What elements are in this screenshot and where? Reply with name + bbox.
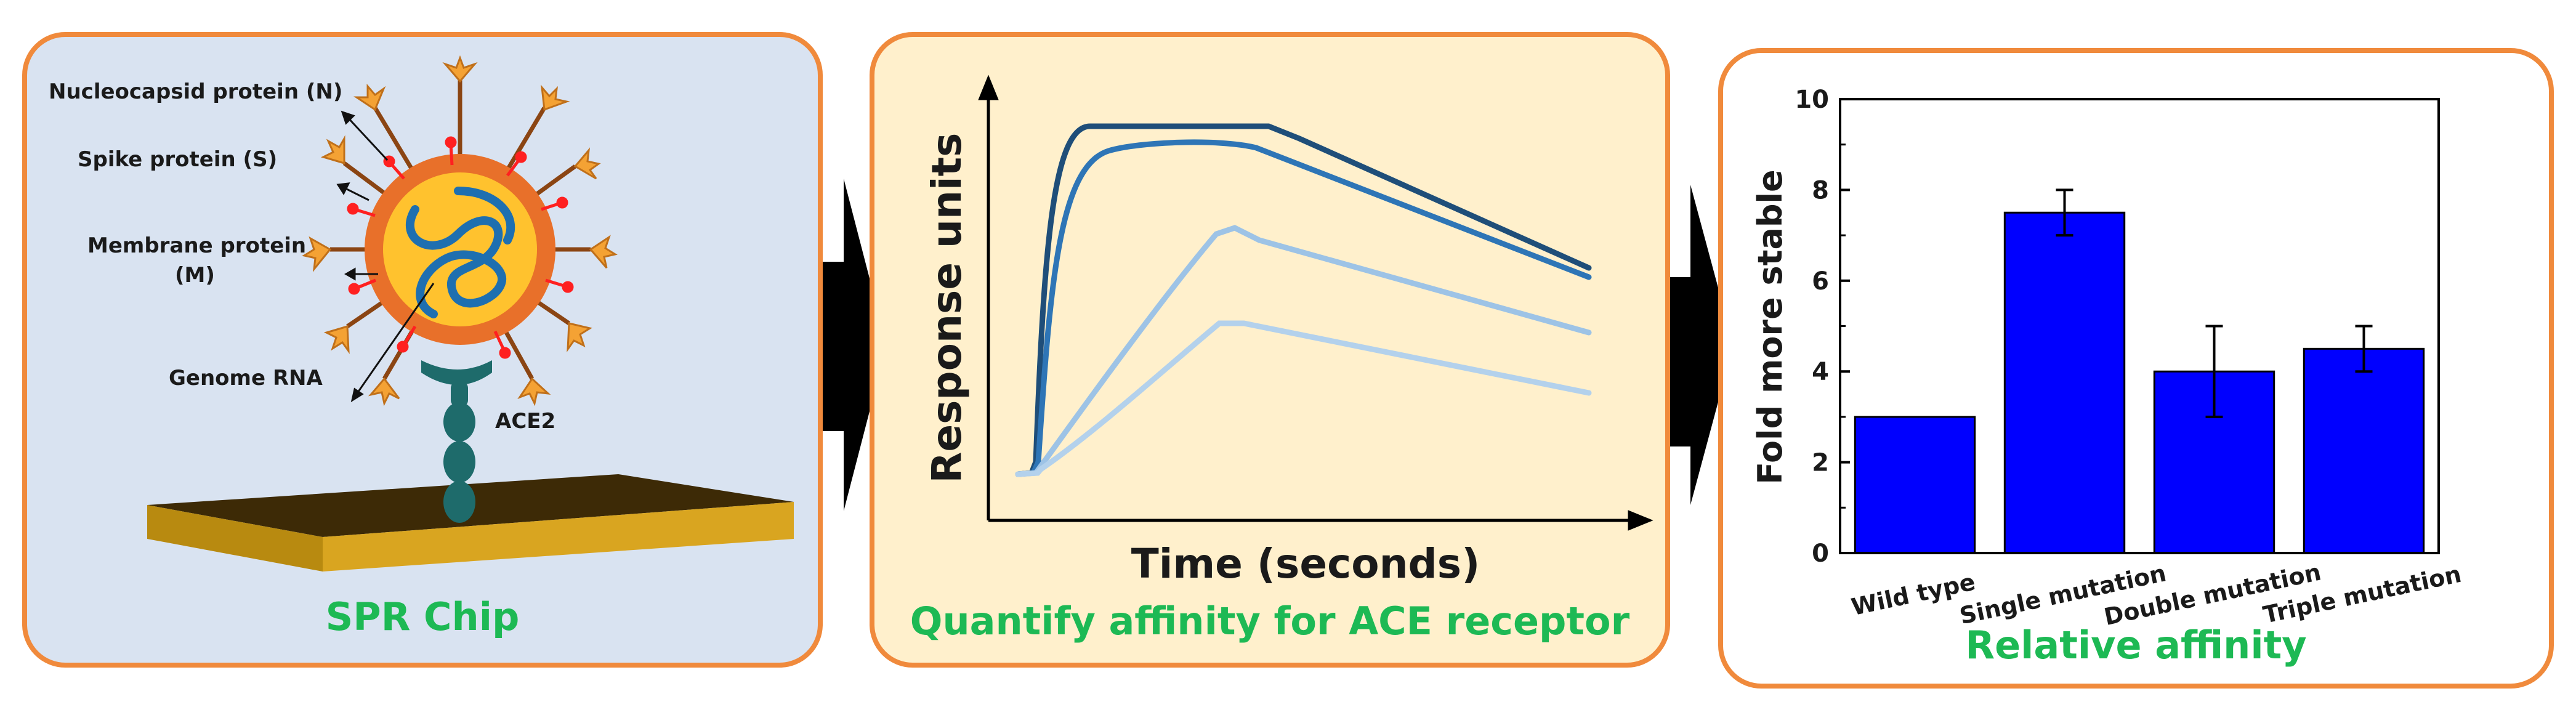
bar-3 xyxy=(2303,347,2425,554)
virus-icon xyxy=(302,55,618,406)
y-tick-label-0: 0 xyxy=(1812,539,1829,568)
panel3-caption: Relative affinity xyxy=(1965,623,2307,668)
sensorgram-curve-3 xyxy=(1015,225,1592,477)
error-bar-3 xyxy=(2355,325,2373,373)
ace2-receptor xyxy=(421,360,492,523)
spr-chip-panel: Nucleocapsid protein (N) Spike protein (… xyxy=(22,32,823,668)
membrane-label-line2: (M) xyxy=(175,263,215,288)
bar-1 xyxy=(2003,211,2126,554)
error-bar-2 xyxy=(2205,325,2223,418)
genome-label: Genome RNA xyxy=(169,366,323,390)
arrow-2-icon xyxy=(1652,185,1734,505)
chip-side-face xyxy=(323,502,794,572)
panel1-caption: SPR Chip xyxy=(325,594,520,639)
sensorgram-plot: Response units Time (seconds) xyxy=(923,75,1653,588)
sensorgram-curve-4 xyxy=(1015,320,1592,477)
genome-rna-icon xyxy=(406,187,515,318)
bars-group xyxy=(1854,211,2425,554)
spr-chip-illustration: Nucleocapsid protein (N) Spike protein (… xyxy=(49,55,794,572)
spike-label: Spike protein (S) xyxy=(78,147,277,172)
ace2-label: ACE2 xyxy=(495,409,555,434)
panel2-caption: Quantify affinity for ACE receptor xyxy=(910,599,1630,644)
y-axis-label: Response units xyxy=(923,133,971,483)
y-tick-label-5: 10 xyxy=(1795,86,1829,114)
chip-front-face xyxy=(147,505,323,572)
relative-affinity-panel: 0 2 4 6 8 10 Wild type Single mutation Double m… xyxy=(1718,48,2554,689)
sensorgram-panel: Response units Time (seconds) Quantify a… xyxy=(870,32,1670,668)
nucleocapsid-label: Nucleocapsid protein (N) xyxy=(49,79,342,104)
arrow-1-icon xyxy=(806,179,887,511)
sensorgram-curve-2 xyxy=(1015,139,1592,477)
x-tick-label-0: Wild type xyxy=(1849,568,1977,621)
y-ticks-group: 0 2 4 6 8 10 xyxy=(1795,86,1850,568)
y-tick-label-3: 6 xyxy=(1812,267,1829,296)
sensorgram-curve-1 xyxy=(1015,123,1592,477)
bar-0 xyxy=(1854,416,1976,554)
y-tick-label-1: 2 xyxy=(1812,449,1829,477)
y-tick-label-4: 8 xyxy=(1812,176,1829,204)
x-axis-label: Time (seconds) xyxy=(1131,540,1480,588)
error-bar-1 xyxy=(2056,188,2073,237)
y-tick-label-2: 4 xyxy=(1812,358,1829,386)
membrane-label-line1: Membrane protein xyxy=(87,233,306,258)
bar-y-axis-label: Fold more stable xyxy=(1751,169,1790,484)
error-bars-group xyxy=(2056,188,2373,418)
